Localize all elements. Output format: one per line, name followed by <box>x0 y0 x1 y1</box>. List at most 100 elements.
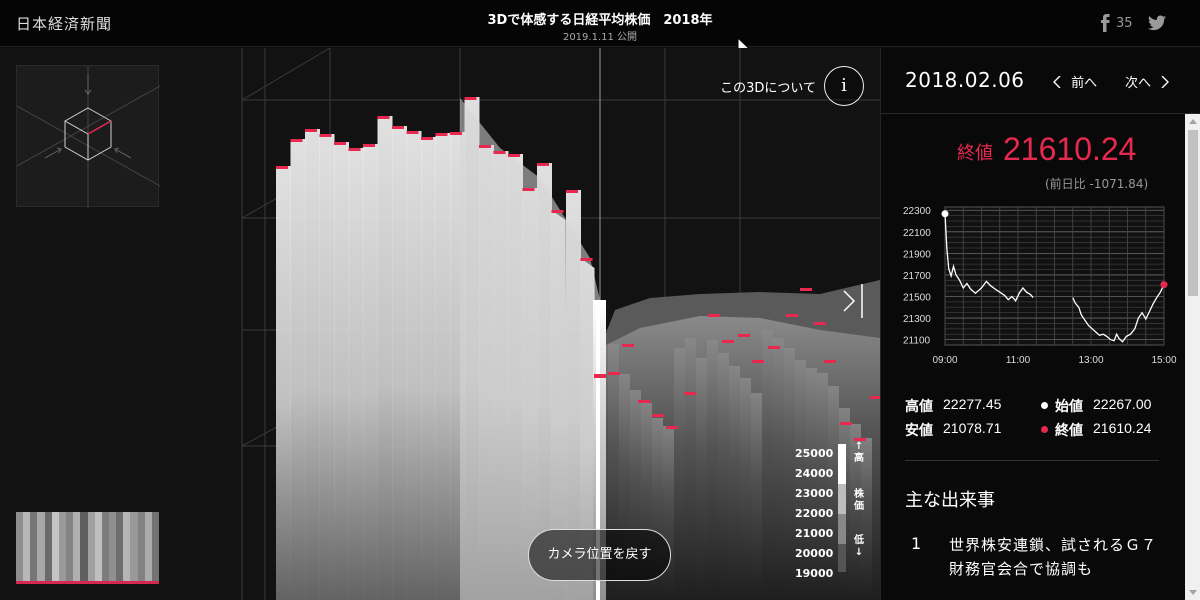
minimap-stripe <box>130 512 139 581</box>
current-date: 2018.02.06 <box>905 68 1025 92</box>
year-minimap[interactable] <box>16 512 159 584</box>
price-bar <box>784 348 795 600</box>
panel-scrollbar[interactable] <box>1185 114 1200 600</box>
close-label: 終値 <box>957 143 993 164</box>
close-marker <box>622 344 634 347</box>
published-date: 2019.1.11 公開 <box>562 32 638 43</box>
close-marker <box>551 210 564 213</box>
y-tick-label: 21700 <box>903 271 931 282</box>
price-bar <box>729 366 740 600</box>
price-bar <box>276 166 291 600</box>
scroll-thumb[interactable] <box>1188 130 1198 296</box>
close-marker <box>786 314 798 317</box>
close-marker <box>537 163 549 166</box>
minimap-stripe <box>94 512 103 581</box>
close-point <box>1160 281 1168 289</box>
next-day-button[interactable]: 次へ <box>1125 72 1170 91</box>
price-line-morning <box>944 213 1034 302</box>
price-slope <box>460 98 600 600</box>
price-bar <box>435 133 451 600</box>
price-bar <box>406 131 422 600</box>
close-marker <box>493 151 506 154</box>
close-marker <box>421 137 433 140</box>
twitter-icon[interactable] <box>1148 15 1166 31</box>
open-dot <box>1041 402 1048 409</box>
cube-nav-icon[interactable] <box>16 66 161 208</box>
low-label: 安値 <box>905 423 933 439</box>
close-dot <box>1041 426 1048 433</box>
day-change: (前日比 -1071.84) <box>1045 177 1149 191</box>
close-marker <box>580 258 593 261</box>
close-marker <box>566 190 578 193</box>
prev-label: 前へ <box>1071 76 1098 91</box>
stock-3d-view[interactable]: この3Dについて i 25000 24000 23000 22000 21000 2000… <box>0 48 880 600</box>
y-tick-label: 22100 <box>903 228 931 239</box>
price-scale-legend: ↑ 高 株価 低 ↓ <box>852 441 866 559</box>
close-marker <box>392 126 404 129</box>
prev-day-button[interactable]: 前へ <box>1053 72 1097 91</box>
price-bar <box>334 142 349 600</box>
close-marker <box>722 340 734 343</box>
price-bar <box>305 129 320 600</box>
price-bar <box>795 360 806 600</box>
page-title: 3Dで体感する日経平均株価 2018年 <box>487 13 713 28</box>
close-marker <box>638 400 650 403</box>
scroll-down-arrow[interactable] <box>1189 590 1197 595</box>
price-bar <box>619 374 630 600</box>
price-bar <box>696 358 707 600</box>
open-value: 22267.00 <box>1093 396 1152 412</box>
minimap-stripe <box>108 512 117 581</box>
scale-down-arrow: ↓ <box>854 547 864 558</box>
close-marker <box>348 148 361 151</box>
scroll-up-arrow[interactable] <box>1189 119 1197 124</box>
minimap-stripe <box>37 512 46 581</box>
divider <box>905 460 1159 461</box>
close-marker <box>608 372 620 375</box>
price-bar <box>348 148 364 600</box>
scale-low: 低 <box>854 535 864 546</box>
current-day-spike <box>593 48 606 600</box>
event-text[interactable]: 世界株安連鎖、試されるＧ７ 財務官会合で協調も <box>949 536 1174 578</box>
price-bar <box>363 144 378 600</box>
minimap-stripe <box>80 512 88 581</box>
minimap-stripe <box>30 512 38 581</box>
info-button[interactable]: i <box>824 66 864 106</box>
x-tick-label: 11:00 <box>1006 355 1031 366</box>
minimap-stripe <box>151 512 159 581</box>
price-bar <box>641 403 652 600</box>
price-bar <box>290 139 306 600</box>
facebook-icon[interactable] <box>1098 14 1112 32</box>
close-marker <box>305 129 317 132</box>
low-value: 21078.71 <box>943 420 1002 436</box>
close-marker <box>840 422 852 425</box>
price-bar <box>608 344 619 600</box>
chevron-right-icon[interactable] <box>840 284 868 318</box>
open-label: 始値 <box>1055 399 1083 415</box>
event-number: 1 <box>911 534 922 553</box>
price-bar <box>773 338 784 600</box>
price-bar <box>707 340 718 600</box>
panel-body[interactable]: 終値 21610.24 (前日比 -1071.84) 22300 22100 219… <box>881 114 1185 600</box>
close-marker <box>334 142 346 145</box>
price-line-afternoon <box>1072 284 1165 343</box>
camera-reset-button[interactable]: カメラ位置を戻す <box>528 529 671 581</box>
about-3d-label[interactable]: この3Dについて <box>720 81 816 96</box>
price-bars-past <box>276 97 600 600</box>
price-bar <box>828 386 839 600</box>
stock-3d-scene[interactable] <box>0 48 880 600</box>
chevron-left-icon <box>1053 76 1061 88</box>
close-marker <box>708 314 720 317</box>
events-title: 主な出来事 <box>905 490 995 511</box>
camera-cube-control[interactable] <box>16 65 161 208</box>
price-bar <box>319 134 335 600</box>
site-logo[interactable]: 日本経済新聞 <box>16 15 113 33</box>
close-marker <box>319 134 332 137</box>
minimap-stripe <box>144 512 153 581</box>
price-bar <box>762 330 773 600</box>
close-marker <box>824 360 836 363</box>
minimap-stripe <box>16 512 24 581</box>
minimap-stripe <box>73 512 81 581</box>
close2-value: 21610.24 <box>1093 420 1152 436</box>
close-marker <box>508 154 520 157</box>
minimap-stripe <box>44 512 53 581</box>
